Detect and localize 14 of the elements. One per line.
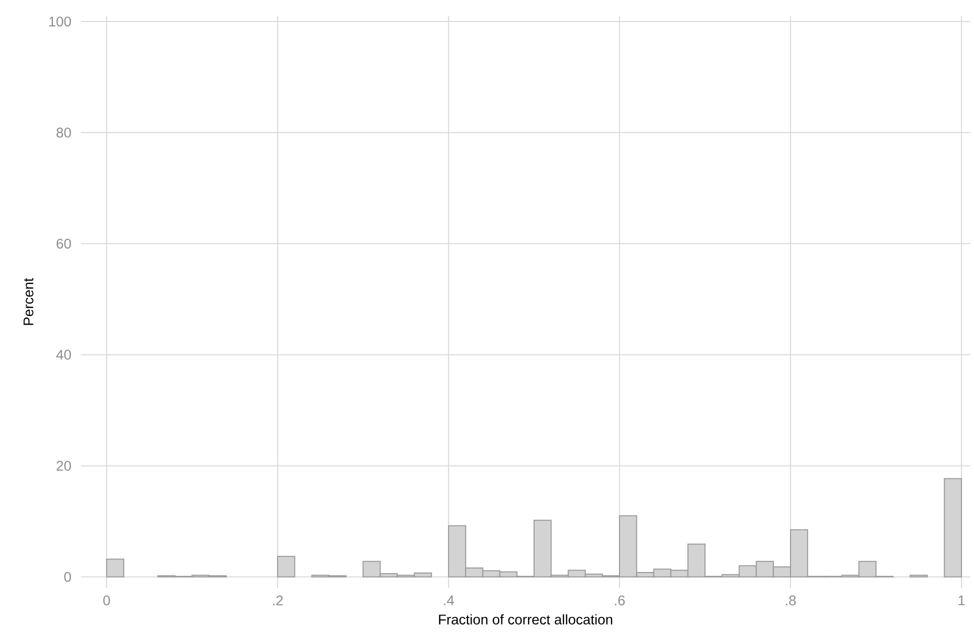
x-axis-title: Fraction of correct allocation bbox=[439, 614, 612, 624]
x-tick-label: .6 bbox=[615, 596, 625, 606]
x-tick-label: 0 bbox=[103, 596, 110, 606]
x-tick-label: .2 bbox=[273, 596, 283, 606]
y-tick-label: 0 bbox=[64, 572, 71, 582]
x-tick-label: .8 bbox=[786, 596, 796, 606]
y-tick-label: 80 bbox=[56, 128, 71, 138]
y-tick-label: 40 bbox=[56, 350, 71, 360]
y-axis-title: Percent bbox=[24, 278, 34, 325]
y-tick-label: 100 bbox=[49, 16, 71, 26]
x-tick-label: .4 bbox=[444, 596, 454, 606]
y-tick-label: 20 bbox=[56, 460, 71, 471]
y-tick-label: 60 bbox=[56, 238, 71, 249]
x-tick-label: 1 bbox=[958, 596, 965, 606]
